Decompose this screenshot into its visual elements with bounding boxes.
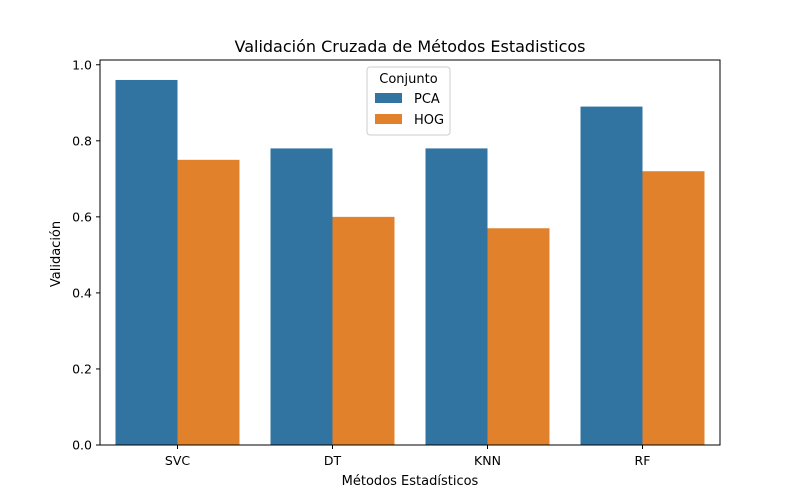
x-tick-label: DT (324, 453, 342, 468)
y-tick-label: 0.4 (72, 285, 92, 300)
legend-title: Conjunto (379, 72, 437, 87)
legend-label-pca: PCA (414, 92, 440, 107)
legend-label-hog: HOG (414, 113, 444, 128)
plot-frame (99, 59, 721, 446)
y-tick-label: 1.0 (72, 57, 92, 72)
axes-group: 0.0 0.2 0.4 0.6 0.8 1.0 SVC DT KNN RF (72, 57, 721, 468)
bar-pca-dt (270, 148, 333, 445)
y-axis-label: Validación (49, 221, 64, 287)
chart-title: Validación Cruzada de Métodos Estadistic… (234, 37, 585, 56)
bars-group (115, 79, 705, 446)
x-tick-label: SVC (165, 453, 190, 468)
y-tick-label: 0.2 (72, 361, 92, 376)
legend-swatch-hog (375, 114, 402, 124)
y-tick-label: 0.0 (72, 438, 92, 453)
bar-hog-rf (642, 171, 705, 445)
bar-hog-svc (177, 159, 240, 445)
x-axis-label: Métodos Estadísticos (342, 474, 479, 489)
x-tick-label: KNN (474, 453, 501, 468)
bar-hog-dt (332, 216, 395, 445)
legend-swatch-pca (375, 93, 402, 103)
legend: Conjunto PCA HOG (366, 66, 451, 136)
bar-hog-knn (487, 228, 550, 445)
x-tick-label: RF (635, 453, 651, 468)
bar-pca-svc (115, 79, 178, 446)
y-tick-label: 0.6 (72, 209, 92, 224)
bar-pca-knn (425, 148, 488, 445)
bar-pca-rf (580, 106, 643, 445)
y-tick-label: 0.8 (72, 133, 92, 148)
